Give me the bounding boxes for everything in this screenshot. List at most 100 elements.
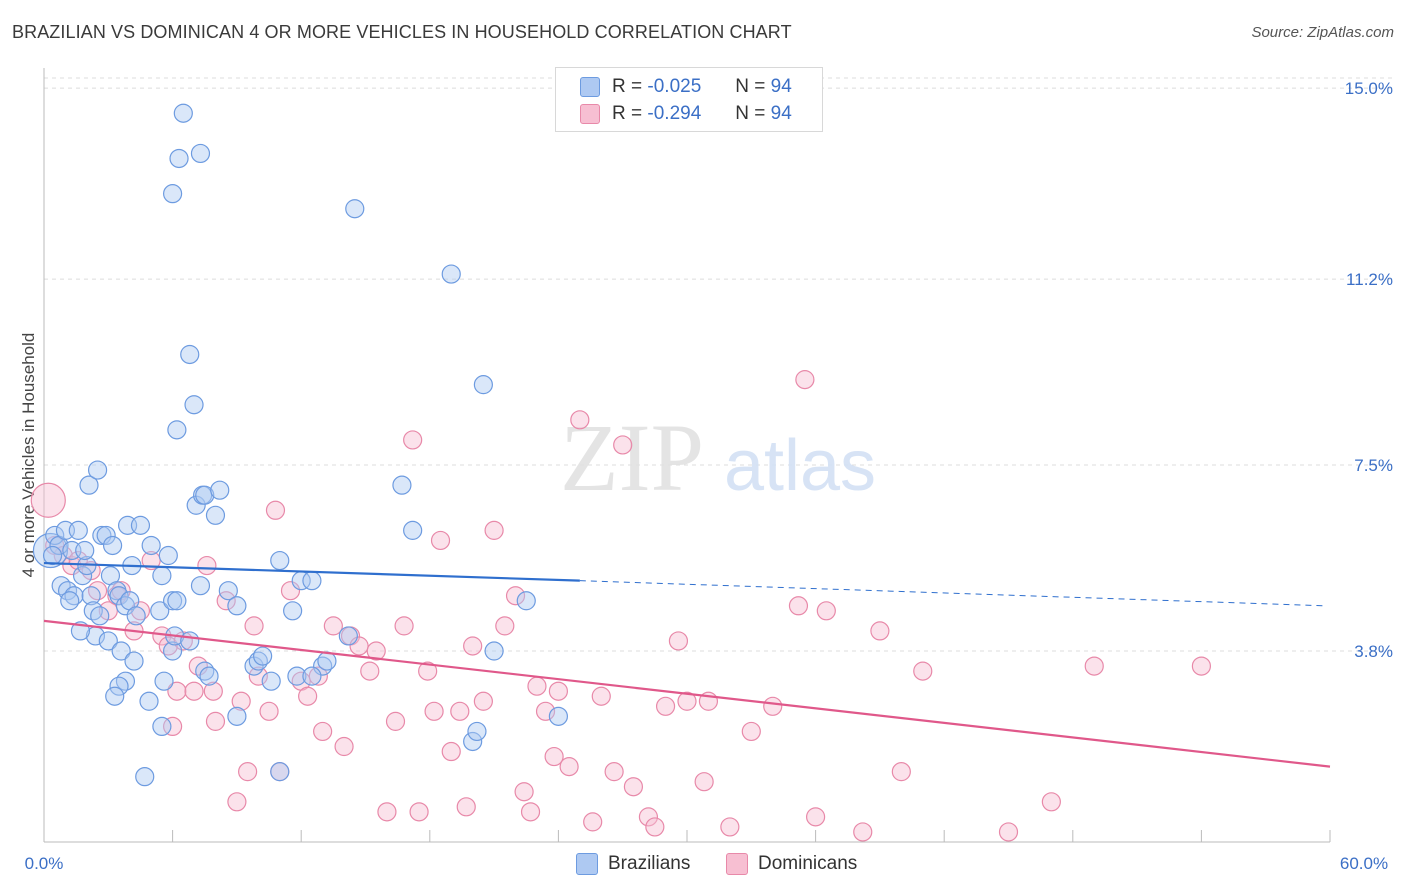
brazilian-point <box>42 545 63 566</box>
brazilian-point <box>190 143 211 164</box>
brazilian-point <box>463 731 483 752</box>
dominican-point <box>62 555 82 576</box>
dominican-point <box>366 641 386 661</box>
dominican-point <box>409 802 429 822</box>
y-tick-label: 15.0% <box>1345 79 1393 98</box>
brazilian-point <box>167 420 187 440</box>
dominican-point <box>583 812 603 832</box>
dominican-point <box>741 721 761 742</box>
dominican-point <box>795 370 815 390</box>
brazilian-point <box>96 525 116 546</box>
brazilian-point <box>338 626 358 646</box>
dominican-point <box>677 691 697 711</box>
n-label: N = <box>735 76 766 97</box>
y-tick-label: 7.5% <box>1354 456 1393 475</box>
trend-lines <box>43 561 1331 768</box>
brazilian-point <box>60 591 80 611</box>
chart-title: BRAZILIAN VS DOMINICAN 4 OR MORE VEHICLE… <box>12 22 792 42</box>
brazilian-point <box>141 535 161 556</box>
brazilians-legend-swatch <box>576 853 598 875</box>
brazilian-point <box>210 480 230 500</box>
dominican-point <box>227 792 247 812</box>
brazilian-point <box>302 571 322 591</box>
brazilian-point <box>261 671 281 691</box>
dominicans-legend-swatch <box>726 853 748 875</box>
dominican-point <box>244 616 264 636</box>
dominican-point <box>450 701 470 721</box>
dominican-point <box>623 777 644 797</box>
dominican-point <box>473 691 493 711</box>
brazilian-point <box>270 762 290 782</box>
dominican-point <box>1041 792 1061 812</box>
dominican-point <box>385 711 406 731</box>
brazilian-point <box>81 586 101 606</box>
brazilian-point <box>227 706 247 726</box>
watermark-atlas: atlas <box>724 426 876 506</box>
brazilian-point <box>283 601 303 621</box>
brazilian-point <box>163 184 183 204</box>
brazilian-point <box>163 591 183 611</box>
dominican-point <box>613 435 633 455</box>
y-axis-label: 4 or more Vehicles in Household <box>19 333 38 578</box>
bottom-legend-brazilians: Brazilians <box>576 852 690 876</box>
brazilian-point <box>169 148 189 169</box>
legend-row-brazilians: R = -0.025 N = 94 <box>580 74 792 100</box>
dominican-point <box>853 822 873 842</box>
bottom-legend-dominicans: Dominicans <box>726 852 857 876</box>
brazilian-point <box>190 576 211 596</box>
dominican-point <box>870 621 890 641</box>
dominican-point <box>231 691 251 711</box>
dominican-point <box>484 520 504 540</box>
dominicans-legend-label: Dominicans <box>758 853 858 874</box>
dominican-point <box>535 701 556 721</box>
dominican-point <box>638 807 659 827</box>
brazilian-point <box>473 375 493 395</box>
brazilian-point <box>92 525 112 546</box>
dominican-point <box>30 482 66 518</box>
brazilian-point <box>150 601 170 621</box>
dominican-point <box>323 616 343 636</box>
dominican-point <box>184 681 204 701</box>
dominican-point <box>403 430 423 450</box>
legend-row-dominicans: R = -0.294 N = 94 <box>580 101 792 127</box>
dominican-point <box>203 681 223 701</box>
brazilian-point <box>167 591 187 611</box>
brazilian-point <box>68 520 88 540</box>
dominican-point <box>377 802 397 822</box>
brazilian-point <box>163 641 183 661</box>
brazilian-point <box>126 606 146 626</box>
brazilian-point <box>90 606 110 626</box>
dominican-point <box>720 817 740 837</box>
dominican-point <box>280 581 301 601</box>
dominican-point <box>668 631 689 651</box>
dominican-point <box>559 757 579 777</box>
dominican-point <box>238 762 258 782</box>
brazilian-point <box>32 532 69 569</box>
brazilian-point <box>45 525 65 546</box>
watermark: ZIP atlas <box>560 404 876 511</box>
dominican-point <box>308 666 328 686</box>
brazilian-point <box>87 460 108 480</box>
dominican-point <box>645 817 665 837</box>
brazilian-point <box>111 641 131 661</box>
brazilians-trend-line <box>43 561 580 582</box>
brazilian-point <box>115 671 136 691</box>
dominican-point <box>394 616 414 636</box>
brazilian-point <box>152 716 172 737</box>
brazilian-point <box>345 199 365 219</box>
dominican-point <box>548 681 569 701</box>
x-tick-label-min: 0.0% <box>25 854 64 873</box>
brazilian-point <box>83 601 103 621</box>
source-label: Source: ZipAtlas.com <box>1251 24 1394 41</box>
brazilian-point <box>302 666 322 686</box>
brazilian-point <box>205 505 226 525</box>
dominican-point <box>463 636 483 656</box>
dominican-point <box>197 555 217 576</box>
r-value-dominicans: -0.294 <box>647 103 702 124</box>
x-tick-label-max: 60.0% <box>1340 854 1388 873</box>
axes <box>43 68 1331 843</box>
brazilian-point <box>173 103 193 123</box>
y-tick-label: 11.2% <box>1346 270 1393 289</box>
dominican-point <box>514 782 534 802</box>
dominican-point <box>248 666 268 686</box>
